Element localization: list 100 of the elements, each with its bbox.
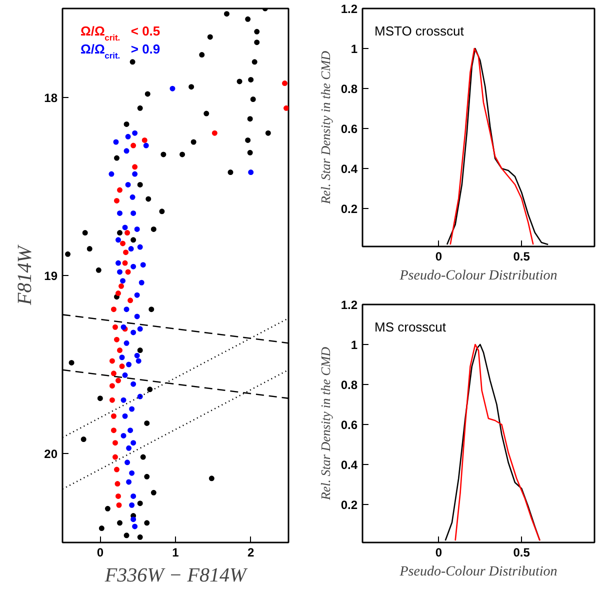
point bbox=[128, 428, 134, 434]
point bbox=[150, 490, 156, 496]
point bbox=[117, 210, 123, 216]
point bbox=[109, 358, 115, 364]
point bbox=[136, 358, 142, 364]
point bbox=[117, 269, 123, 275]
point bbox=[143, 142, 149, 148]
point bbox=[124, 460, 130, 466]
point bbox=[68, 360, 74, 366]
point bbox=[97, 396, 103, 402]
annotation: MS crosscut bbox=[374, 320, 446, 334]
point bbox=[122, 224, 128, 230]
point bbox=[130, 59, 136, 65]
point bbox=[114, 336, 120, 342]
point bbox=[122, 413, 128, 419]
y-tick-label: 1.2 bbox=[340, 298, 358, 312]
point bbox=[208, 476, 214, 482]
point bbox=[137, 105, 143, 111]
point bbox=[98, 526, 104, 532]
point bbox=[115, 378, 121, 384]
y-tick-label: 20 bbox=[44, 447, 58, 461]
point bbox=[120, 397, 126, 403]
point bbox=[117, 348, 123, 354]
point bbox=[137, 182, 143, 188]
point bbox=[245, 137, 251, 143]
point bbox=[144, 91, 150, 97]
point bbox=[130, 210, 136, 216]
point bbox=[80, 436, 86, 442]
point bbox=[224, 11, 230, 17]
point bbox=[130, 237, 136, 243]
point bbox=[120, 240, 126, 246]
line-series bbox=[450, 48, 534, 246]
point bbox=[207, 34, 213, 40]
point bbox=[120, 278, 126, 284]
point bbox=[117, 520, 123, 526]
point bbox=[112, 324, 118, 330]
point bbox=[122, 260, 128, 266]
point bbox=[137, 394, 143, 400]
y-tick-label: 0.6 bbox=[340, 418, 358, 432]
x-tick-label: 1 bbox=[172, 546, 180, 560]
point bbox=[125, 269, 131, 275]
x-tick-label: 0.5 bbox=[513, 546, 530, 560]
x-tick-label: 0 bbox=[96, 546, 104, 560]
y-tick-label: 1.2 bbox=[340, 2, 358, 16]
point bbox=[248, 76, 254, 82]
y-tick-label: 0.8 bbox=[340, 378, 358, 392]
point bbox=[124, 121, 130, 127]
point bbox=[138, 280, 144, 286]
point bbox=[119, 354, 125, 360]
point bbox=[142, 137, 148, 143]
point bbox=[265, 130, 271, 136]
point bbox=[119, 364, 125, 370]
point bbox=[212, 130, 218, 136]
point bbox=[126, 479, 132, 485]
point bbox=[130, 330, 136, 336]
point bbox=[159, 208, 165, 214]
point bbox=[247, 150, 253, 156]
point bbox=[86, 246, 92, 252]
y-tick-label: 0.2 bbox=[340, 202, 358, 216]
point bbox=[148, 306, 154, 312]
point bbox=[140, 454, 146, 460]
point bbox=[122, 372, 128, 378]
point bbox=[144, 474, 150, 480]
point bbox=[140, 262, 146, 268]
point bbox=[115, 290, 121, 296]
point bbox=[125, 134, 131, 140]
point bbox=[147, 386, 153, 392]
point bbox=[114, 155, 120, 161]
point bbox=[130, 493, 136, 499]
point bbox=[124, 340, 130, 346]
annotation: MSTO crosscut bbox=[374, 24, 464, 38]
point bbox=[115, 260, 121, 266]
point bbox=[115, 493, 121, 499]
point bbox=[137, 534, 143, 540]
point bbox=[109, 397, 115, 403]
point bbox=[129, 470, 135, 476]
point bbox=[110, 370, 116, 376]
point bbox=[180, 152, 186, 158]
point bbox=[114, 466, 120, 472]
point bbox=[124, 230, 130, 236]
point bbox=[150, 226, 156, 232]
point bbox=[144, 420, 150, 426]
point bbox=[129, 406, 135, 412]
point bbox=[130, 381, 136, 387]
point bbox=[125, 182, 131, 188]
point bbox=[134, 352, 140, 358]
point bbox=[134, 314, 140, 320]
y-axis-title: Rel. Star Density in the CMD bbox=[318, 346, 333, 502]
point bbox=[114, 481, 120, 487]
point bbox=[137, 348, 143, 354]
point bbox=[109, 383, 115, 389]
point bbox=[282, 80, 288, 86]
point bbox=[250, 96, 256, 102]
point bbox=[137, 244, 143, 250]
point bbox=[254, 40, 260, 46]
point bbox=[115, 237, 121, 243]
point bbox=[108, 171, 114, 177]
point bbox=[134, 292, 140, 298]
point bbox=[188, 84, 194, 90]
point bbox=[130, 516, 136, 522]
